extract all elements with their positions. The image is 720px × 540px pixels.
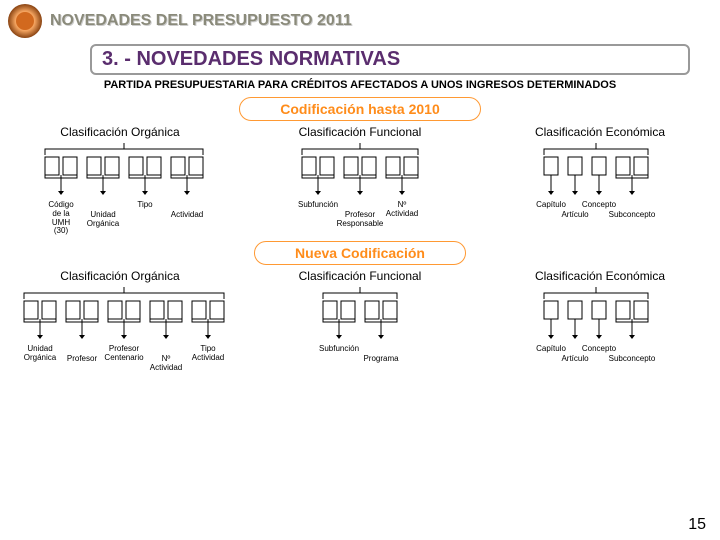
leaf-label: Artículo — [549, 355, 601, 364]
leaf-label: Concepto — [573, 201, 625, 210]
leaf-label: UnidadOrgánica — [77, 211, 129, 229]
col-organica-2: Clasificación Orgánica — [10, 269, 230, 283]
logo — [8, 4, 42, 38]
leaf-label: Capítulo — [525, 345, 577, 354]
label-old: Codificación hasta 2010 — [239, 97, 481, 121]
leaf-label: Tipo — [119, 201, 171, 210]
section-title: 3. - NOVEDADES NORMATIVAS — [90, 44, 690, 75]
leaf-label: Concepto — [573, 345, 625, 354]
leaf-label: Subconcepto — [606, 211, 658, 220]
page-number: 15 — [688, 516, 706, 534]
leaf-label: Artículo — [549, 211, 601, 220]
col-economica-2: Clasificación Económica — [490, 269, 710, 283]
col-organica: Clasificación Orgánica — [10, 125, 230, 139]
leaf-label: Subfunción — [313, 345, 365, 354]
leaf-label: Capítulo — [525, 201, 577, 210]
label-new: Nueva Codificación — [254, 241, 466, 265]
leaf-label: Subfunción — [292, 201, 344, 210]
old-diagram-row: Códigode laUMH(30)UnidadOrgánicaTipoActi… — [0, 141, 720, 231]
subtitle: PARTIDA PRESUPUESTARIA PARA CRÉDITOS AFE… — [0, 79, 720, 91]
leaf-label: Programa — [355, 355, 407, 364]
col-economica: Clasificación Económica — [490, 125, 710, 139]
leaf-label: NºActividad — [376, 201, 428, 219]
col-funcional: Clasificación Funcional — [250, 125, 470, 139]
new-diagram-row: UnidadOrgánicaProfesorProfesorCentenario… — [0, 285, 720, 375]
leaf-label: TipoActividad — [182, 345, 234, 363]
leaf-label: Actividad — [161, 211, 213, 220]
leaf-label: Subconcepto — [606, 355, 658, 364]
col-funcional-2: Clasificación Funcional — [250, 269, 470, 283]
page-title: NOVEDADES DEL PRESUPUESTO 2011 — [50, 12, 352, 30]
